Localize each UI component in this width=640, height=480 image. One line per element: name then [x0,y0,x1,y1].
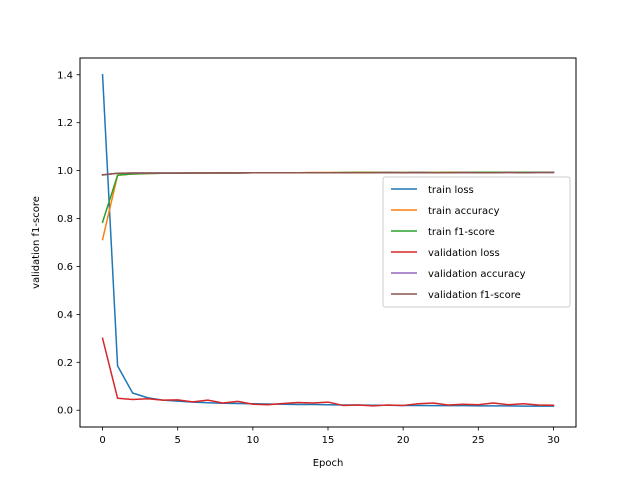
x-tick-label: 20 [397,435,410,446]
series-line-5 [101,171,555,176]
y-axis-label: validation f1-score [31,196,42,289]
x-axis-ticks: 0 5 10 15 20 25 30 [99,427,560,446]
series-line-0 [101,73,555,407]
series-line-3 [101,337,555,407]
x-tick-label: 15 [322,435,335,446]
y-tick-label: 1.2 [57,118,73,129]
x-tick-label: 0 [99,435,105,446]
x-tick-label: 25 [472,435,485,446]
y-axis-ticks: 0.0 0.2 0.4 0.6 0.8 1.0 1.2 1.4 [57,70,80,417]
legend-box [382,176,571,308]
y-tick-label: 0.2 [57,358,73,369]
legend: train loss train accuracy train f1-score va… [382,176,571,308]
legend-label-1: train accuracy [428,206,500,217]
y-tick-label: 0.6 [57,262,73,273]
y-tick-label: 0.0 [57,406,73,417]
x-axis-label: Epoch [313,458,344,469]
y-tick-label: 1.4 [57,70,73,81]
y-tick-label: 1.0 [57,166,73,177]
legend-label-4: validation accuracy [428,269,526,280]
x-tick-label: 30 [547,435,560,446]
x-tick-label: 10 [246,435,259,446]
legend-label-3: validation loss [428,248,500,259]
legend-label-2: train f1-score [428,227,495,238]
legend-label-5: validation f1-score [428,290,521,301]
plot-lines [101,73,555,407]
y-tick-label: 0.8 [57,214,73,225]
y-tick-label: 0.4 [57,310,73,321]
x-tick-label: 5 [175,435,181,446]
legend-label-0: train loss [428,185,474,196]
